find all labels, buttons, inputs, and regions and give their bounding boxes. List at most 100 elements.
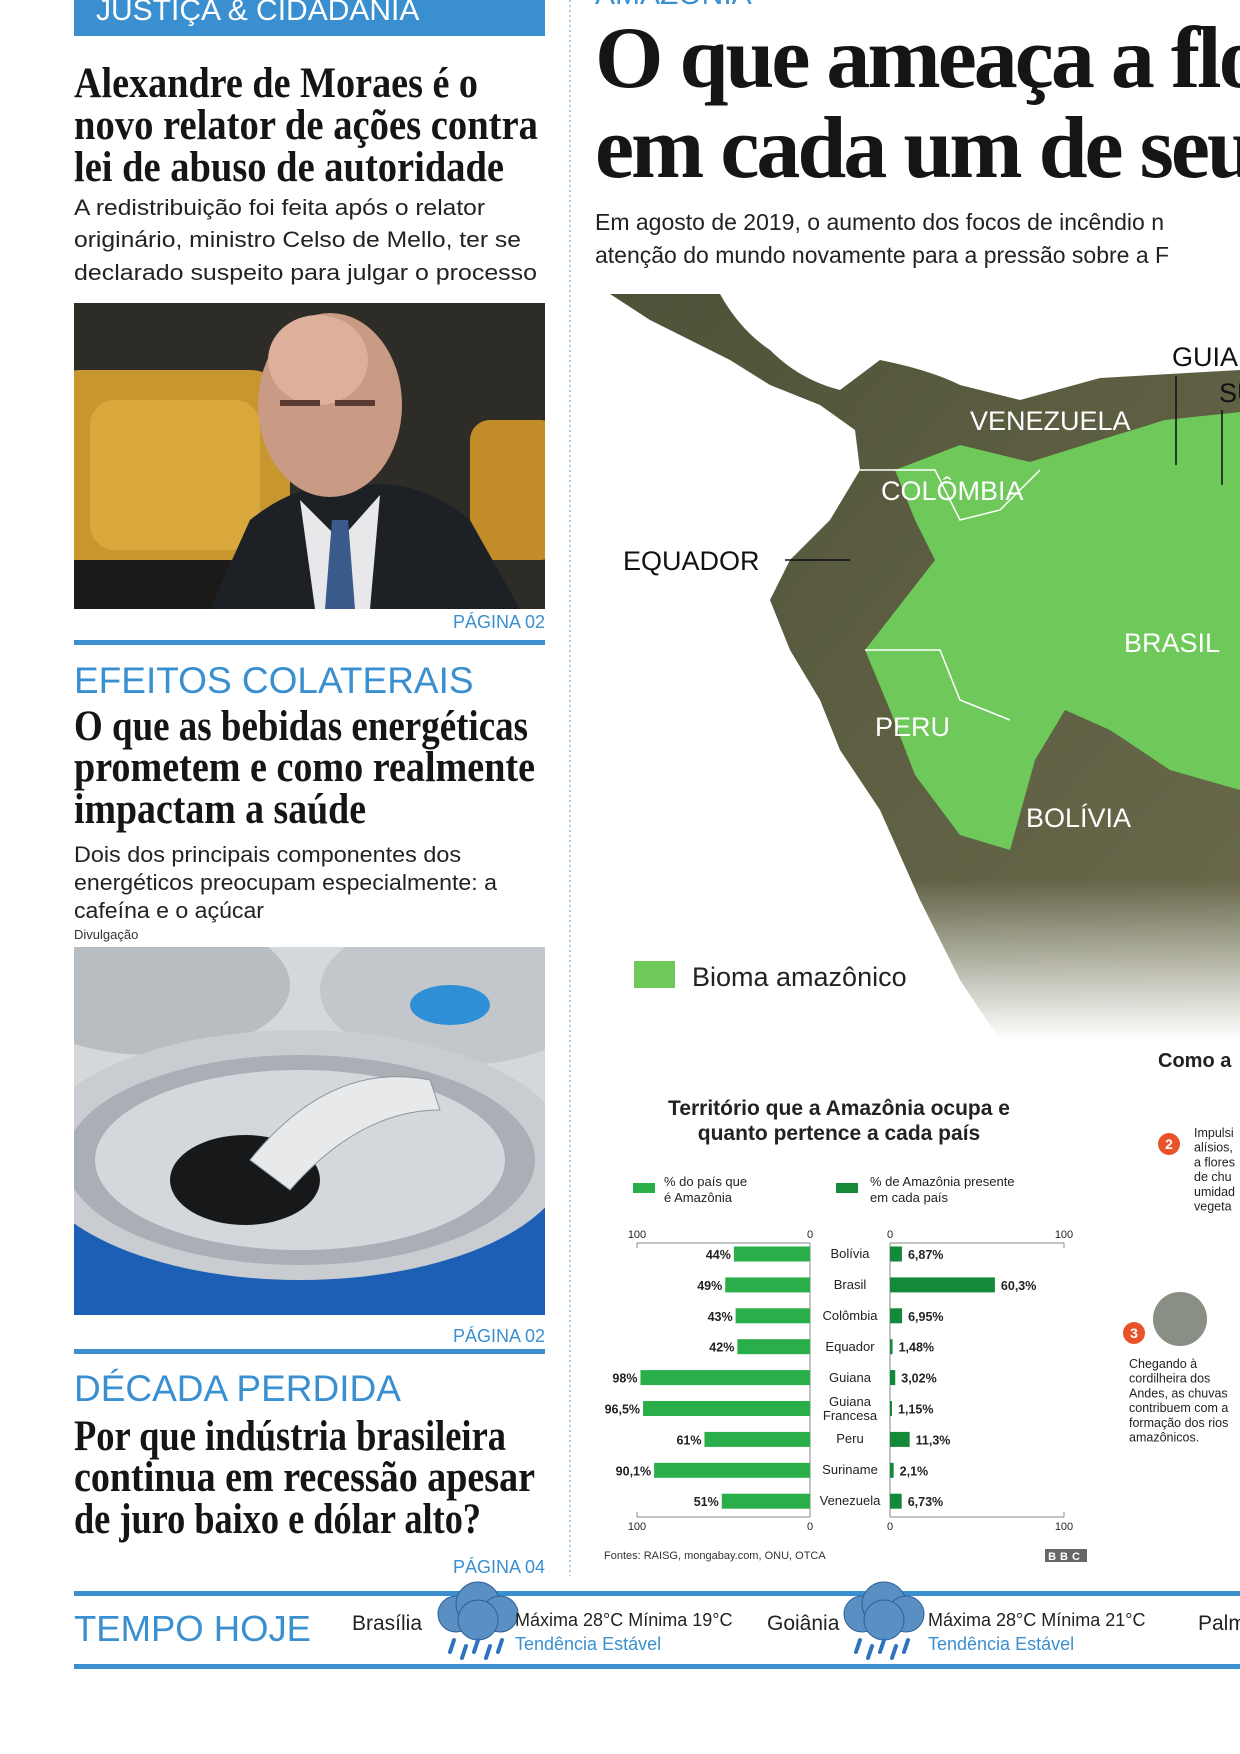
value-label: 6,73% — [908, 1495, 943, 1509]
value-label: 3,02% — [901, 1372, 936, 1386]
photo-credit: Divulgação — [74, 927, 138, 942]
page-reference: PÁGINA 04 — [453, 1557, 545, 1577]
map-label: PERU — [875, 712, 950, 742]
weather-icon — [843, 1581, 925, 1660]
rain-drop — [448, 1638, 456, 1654]
x-tick-label: 100 — [1055, 1229, 1073, 1241]
category-label: Guiana — [829, 1369, 871, 1385]
category-label-box: Peru — [836, 1432, 863, 1446]
map-label: SU — [1219, 378, 1240, 408]
step-text: a flores — [1194, 1155, 1235, 1169]
x-tick-label: 0 — [807, 1521, 813, 1533]
rain-drop — [460, 1644, 468, 1660]
bar — [890, 1277, 995, 1293]
feature-kicker: AMAZÔNIA — [595, 0, 752, 11]
temperatures: Máxima 28°C Mínima 19°C — [515, 1610, 732, 1630]
page-reference: PÁGINA 02 — [453, 1326, 545, 1346]
step-text: vegeta — [1194, 1200, 1232, 1214]
step-number: 3 — [1130, 1325, 1138, 1341]
rain-drop — [484, 1644, 492, 1660]
logo: BBC — [1048, 1551, 1084, 1563]
category-label-box: Equador — [825, 1338, 875, 1354]
step-text: cordilheira dos — [1129, 1372, 1210, 1386]
cloud-part — [457, 1599, 499, 1641]
weather-rule — [74, 1591, 1240, 1596]
step-text: Chegando à — [1129, 1357, 1197, 1371]
step-text: umidad — [1194, 1185, 1235, 1199]
category-label-box: Guiana Francesa — [822, 1393, 878, 1423]
summary: Dois dos principais componentes dos — [74, 842, 461, 867]
value-label: 44% — [706, 1248, 731, 1262]
value-label: 90,1% — [616, 1464, 651, 1478]
headline: continua em recessão apesar — [74, 1454, 535, 1501]
step-photo — [1151, 1290, 1209, 1348]
section-rule — [74, 1349, 545, 1354]
photo-energy-drinks — [74, 947, 545, 1315]
value-label: 96,5% — [605, 1403, 640, 1417]
headline: de juro baixo e dólar alto? — [74, 1496, 481, 1543]
step-text: Andes, as chuvas — [1129, 1386, 1228, 1400]
map-label: VENEZUELA — [970, 406, 1131, 436]
category-label: Equador — [825, 1338, 875, 1354]
bar — [733, 1246, 810, 1262]
chart-title-box: Território que a Amazônia ocupa e quanto… — [668, 1097, 1010, 1145]
rain-drop — [890, 1644, 898, 1660]
x-tick-label: 0 — [887, 1521, 893, 1533]
feature-deck: atenção do mundo novamente para a pressã… — [595, 242, 1169, 268]
category-label-box: Venezuela — [819, 1493, 881, 1509]
weather-title: TEMPO HOJE — [74, 1608, 311, 1649]
bar — [890, 1339, 893, 1355]
city-name: Goiânia — [767, 1612, 840, 1635]
value-label: 11,3% — [916, 1433, 951, 1447]
bar — [890, 1308, 903, 1324]
category-label-box: Brasil — [834, 1277, 867, 1291]
map-label: GUIA — [1172, 342, 1238, 372]
rain-drop — [902, 1638, 910, 1654]
kicker: EFEITOS COLATERAIS — [74, 660, 474, 701]
rain-drop — [878, 1638, 886, 1654]
legend-swatch — [634, 961, 675, 988]
category-label-box: Suriname — [822, 1463, 878, 1477]
bar — [640, 1370, 810, 1386]
map-label: BRASIL — [1124, 628, 1220, 658]
x-tick-label: 100 — [628, 1521, 646, 1533]
map-label: EQUADOR — [623, 546, 760, 576]
rain-drop — [854, 1638, 862, 1654]
category-label-box: Bolívia — [830, 1247, 869, 1261]
value-label: 51% — [694, 1495, 719, 1509]
section-rule — [74, 640, 545, 645]
step-text: alísios, — [1194, 1141, 1233, 1155]
bar — [654, 1462, 810, 1478]
headline: Alexandre de Moraes é o — [74, 60, 478, 107]
step-number: 2 — [1165, 1136, 1173, 1152]
value-label: 42% — [709, 1341, 734, 1355]
category-label-box: Guiana — [829, 1369, 871, 1385]
category-label: Colômbia — [822, 1307, 878, 1323]
city-name: Palm — [1198, 1612, 1240, 1635]
category-label-box: Colômbia — [822, 1307, 878, 1323]
bar — [890, 1246, 902, 1262]
step-text: amazônicos. — [1129, 1431, 1199, 1445]
temperatures: Máxima 28°C Mínima 21°C — [928, 1610, 1145, 1630]
map-legend-label: Bioma amazônico — [692, 962, 907, 992]
value-label: 2,1% — [900, 1464, 929, 1478]
value-label: 43% — [708, 1310, 733, 1324]
bar — [643, 1401, 810, 1416]
legend-swatch — [633, 1183, 655, 1193]
headline: novo relator de ações contra — [74, 102, 538, 149]
city-name: Brasília — [352, 1612, 422, 1635]
value-label: 98% — [612, 1372, 637, 1386]
headline: Por que indústria brasileira — [74, 1413, 506, 1460]
trend: Tendência Estável — [928, 1634, 1074, 1654]
category-label: Venezuela — [819, 1493, 881, 1509]
x-tick-label: 0 — [887, 1229, 893, 1241]
category-label: Guiana Francesa — [822, 1393, 878, 1423]
x-tick-label: 100 — [1055, 1521, 1073, 1533]
cloud-part — [863, 1599, 905, 1641]
value-label: 1,15% — [898, 1403, 933, 1417]
legend-label: % do país que é Amazônia — [664, 1174, 748, 1205]
map-label: COLÔMBIA — [881, 475, 1024, 506]
kicker: DÉCADA PERDIDA — [74, 1368, 401, 1409]
map-label: BOLÍVIA — [1026, 803, 1131, 833]
